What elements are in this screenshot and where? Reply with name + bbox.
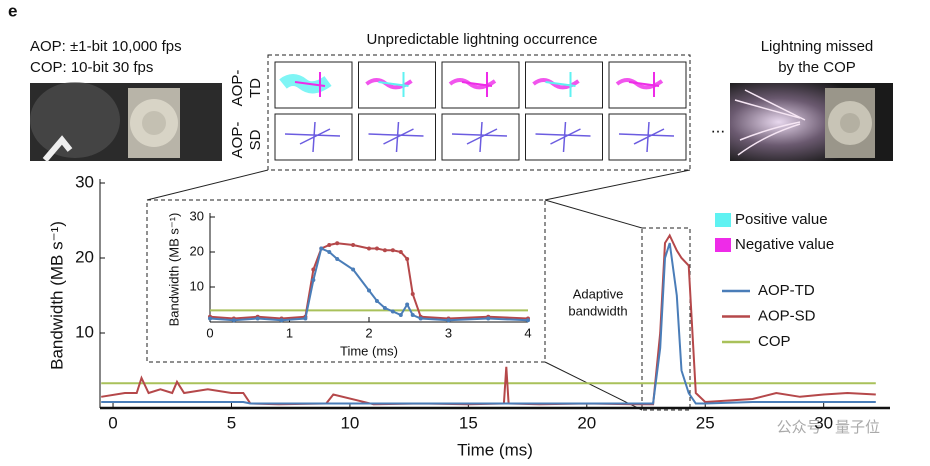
x-tick-label: 1 (286, 325, 293, 340)
row-label: SD (247, 129, 264, 150)
x-tick-label: 4 (524, 325, 531, 340)
series-line (101, 242, 876, 405)
series-point (390, 309, 395, 314)
row-label: AOP- (229, 70, 246, 107)
series-point (311, 278, 316, 282)
x-tick-label: 20 (577, 413, 596, 432)
cop-photo (730, 83, 893, 161)
ellipsis: ... (711, 117, 725, 136)
legend-label: Positive value (735, 211, 828, 228)
y-tick-label: 20 (190, 243, 204, 258)
series-point (390, 248, 395, 253)
aop-photo (30, 82, 222, 162)
legend-swatch (715, 238, 731, 252)
thumbnail-trace (545, 72, 576, 97)
thumbnail-trace (618, 121, 675, 153)
series-point (208, 316, 212, 321)
x-tick-label: 10 (340, 413, 359, 432)
thumbnail-trace (535, 121, 591, 153)
series-point (327, 243, 332, 247)
series-point (319, 246, 324, 251)
series-point (335, 257, 340, 261)
annotation: Adaptive (573, 286, 624, 301)
x-tick-label: 0 (206, 325, 213, 340)
thumbnail-trace (451, 121, 508, 153)
row-label: TD (247, 78, 264, 98)
series-point (351, 267, 356, 272)
inset-frame (146, 199, 546, 363)
series-point (374, 299, 379, 303)
series-point (405, 257, 410, 261)
series-point (405, 302, 410, 307)
legend-label: COP (758, 333, 791, 350)
series-point (446, 318, 451, 323)
zoom-box (641, 227, 691, 411)
y-tick-label: 30 (190, 208, 204, 223)
panel-label: e (8, 1, 17, 20)
series-point (410, 292, 415, 296)
caption: by the COP (778, 59, 856, 76)
series-point (335, 241, 340, 246)
series-point (351, 243, 356, 247)
x-tick-label: 30 (814, 413, 833, 432)
series-point (231, 318, 236, 323)
y-axis-label: Bandwidth (MB s⁻¹) (166, 213, 181, 327)
legend-label: Negative value (735, 236, 834, 253)
thumbnail-trace (294, 72, 326, 97)
connector (544, 169, 691, 201)
x-axis-label: Time (ms) (457, 440, 533, 459)
legend-label: AOP-SD (758, 307, 816, 324)
title: Unpredictable lightning occurrence (367, 31, 598, 48)
watermark: 公众号 · 量子位 (777, 419, 880, 436)
series-point (255, 316, 260, 321)
series-point (398, 250, 403, 254)
y-tick-label: 20 (75, 247, 94, 266)
x-tick-label: 3 (445, 325, 452, 340)
caption: COP: 10-bit 30 fps (30, 59, 153, 76)
connector (146, 169, 269, 201)
series-point (303, 316, 308, 321)
thumbnail-trace (461, 72, 493, 97)
x-tick-label: 25 (696, 413, 715, 432)
series-line (101, 233, 876, 406)
caption: AOP: ±1-bit 10,000 fps (30, 38, 182, 55)
thumbnail-trace (368, 121, 424, 153)
y-axis-label: Bandwidth (MB s⁻¹) (47, 221, 66, 370)
annotation: bandwidth (568, 303, 627, 318)
x-tick-label: 15 (459, 413, 478, 432)
thumbnail-trace (378, 72, 409, 97)
thumbnail-trace (284, 121, 341, 153)
series-point (311, 267, 316, 272)
series-point (374, 246, 379, 251)
series-point (410, 313, 415, 317)
row-label: AOP- (229, 122, 246, 159)
series-point (327, 250, 332, 254)
connector (544, 361, 643, 411)
series-line (209, 242, 529, 320)
caption: Lightning missed (761, 38, 874, 55)
thumbnail-trace (628, 72, 660, 97)
x-tick-label: 5 (227, 413, 236, 432)
series-point (486, 316, 491, 321)
x-axis-label: Time (ms) (340, 343, 398, 358)
connector (544, 199, 643, 229)
y-tick-label: 10 (190, 278, 204, 293)
series-point (279, 318, 284, 323)
legend-label: AOP-TD (758, 282, 815, 299)
series-point (382, 306, 387, 310)
x-tick-label: 0 (108, 413, 117, 432)
series-point (367, 246, 371, 251)
x-tick-label: 2 (365, 325, 372, 340)
thumbnail-grid (267, 54, 691, 171)
series-point (418, 316, 423, 321)
y-tick-label: 30 (75, 172, 94, 191)
y-tick-label: 10 (75, 322, 94, 341)
legend-swatch (715, 213, 731, 227)
series-point (367, 288, 371, 293)
series-point (382, 248, 387, 253)
series-point (398, 313, 403, 317)
series-point (526, 318, 530, 323)
